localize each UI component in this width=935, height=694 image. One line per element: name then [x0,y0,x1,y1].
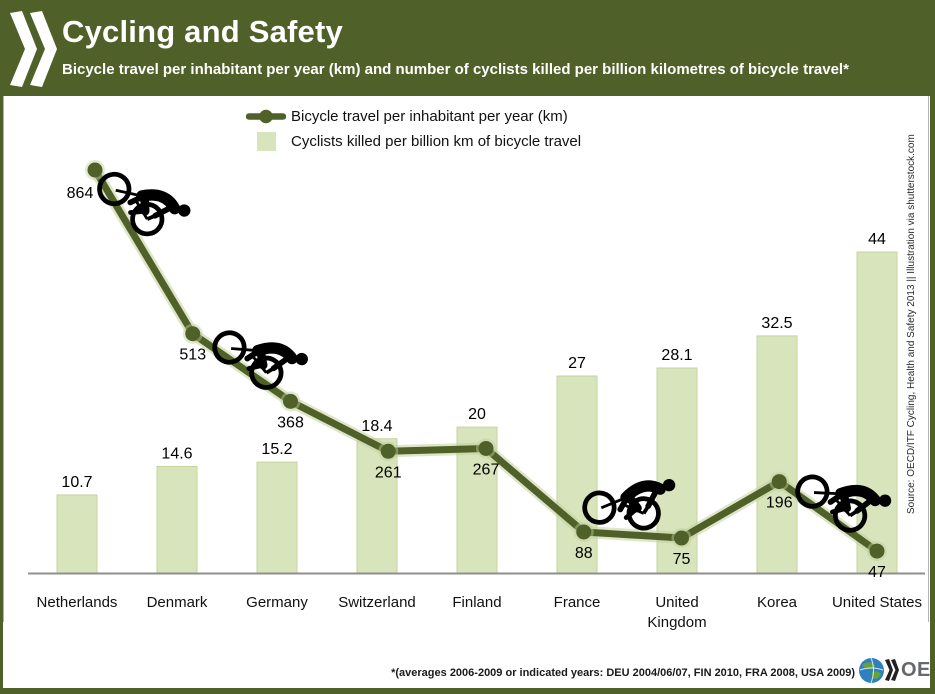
rider-head-icon [178,204,191,217]
category-label-france: France [554,594,601,611]
data-point-denmark [185,326,201,342]
frame-tube-icon [249,353,268,374]
data-point-netherlands [87,162,103,178]
cyclist-icon [212,330,308,390]
bar-korea [756,335,798,574]
data-point-switzerland [380,443,396,459]
rear-wheel-icon [795,474,830,509]
rider-arm-icon [645,487,660,510]
rider-head-icon [878,494,892,507]
bar-value-label-germany: 15.2 [261,441,292,458]
globe-icon [859,657,884,683]
frame-tube-icon [600,495,629,510]
bar-france [556,375,598,574]
footnote: *(averages 2006-2009 or indicated years:… [391,667,855,679]
data-point-korea [771,474,787,490]
data-point-united-kingdom [674,530,689,546]
data-point-finland [478,440,494,456]
line-series-marker-icon [243,107,289,126]
line-value-label-france: 88 [575,545,593,562]
category-label-netherlands: Netherlands [37,594,118,611]
line-value-label-switzerland: 261 [375,464,402,481]
cyclist-icon [97,171,191,237]
rider-head-icon [662,478,676,492]
source-note: Source: OECD/ITF Cycling, Health and Saf… [906,134,917,514]
front-fork-icon [642,505,650,515]
cyclist-icon [582,478,676,531]
page-title: Cycling and Safety [62,14,343,49]
category-label-switzerland: Switzerland [338,594,416,611]
bar-denmark [156,465,198,574]
category-label-united-states: United States [832,594,922,611]
category-label-denmark: Denmark [147,594,208,611]
chevrons-icon [885,659,899,681]
frame-border-right [930,96,935,694]
rider-head-icon [295,352,308,366]
line-value-label-united-kingdom: 75 [673,551,691,568]
cyclist-icon [795,474,892,533]
front-fork-icon [849,509,859,518]
rider-arm-icon [854,497,874,514]
bar-series-swatch-icon [243,132,289,151]
bar-value-label-korea: 32.5 [761,315,792,332]
frame-border-bottom [0,688,935,694]
rear-wheel-icon [582,490,617,525]
rider-arm-icon [152,204,174,219]
data-point-germany [283,393,298,409]
line-value-label-netherlands: 864 [67,185,94,202]
data-point-france [576,524,592,540]
frame-tube-icon [621,502,645,515]
rear-wheel-icon [212,330,247,365]
legend-item-bar: Cyclists killed per billion km of bicycl… [243,129,581,154]
rider-arm-icon [270,355,291,372]
line-value-label-united-states: 47 [868,564,886,581]
oecd-chevrons-logo [10,11,57,87]
legend-label: Bicycle travel per inhabitant per year (… [291,108,568,125]
legend-item-line: Bicycle travel per inhabitant per year (… [243,104,581,129]
line-value-label-finland: 267 [473,461,500,478]
bar-netherlands [56,494,98,574]
line-value-label-korea: 196 [766,495,793,512]
category-label-finland: Finland [452,594,501,611]
frame-tube-icon [230,347,260,353]
bar-germany [256,461,298,574]
frame-tube-icon [115,188,145,198]
data-point-united-states [869,543,885,559]
category-label-korea: Korea [757,594,798,611]
bar-value-label-denmark: 14.6 [161,445,192,462]
legend-label: Cyclists killed per billion km of bicycl… [291,133,582,150]
category-label-united-kingdom: United Kingdom [647,594,706,631]
legend: Bicycle travel per inhabitant per year (… [243,104,581,154]
front-fork-icon [146,214,156,221]
page-subtitle: Bicycle travel per inhabitant per year (… [62,61,849,78]
oecd-logo: OECD [858,653,935,687]
bar-value-label-united-kingdom: 28.1 [661,347,692,364]
bar-value-label-netherlands: 10.7 [61,474,92,491]
header: Cycling and Safety Bicycle travel per in… [0,0,935,96]
frame-tube-icon [133,197,149,220]
bar-value-label-finland: 20 [468,406,486,423]
category-label-germany: Germany [246,594,308,611]
oecd-logo-text: OECD [901,658,935,681]
bar-value-label-united-states: 44 [868,231,886,248]
front-fork-icon [265,366,275,375]
frame-border-left [0,96,3,694]
line-value-label-denmark: 513 [179,347,206,364]
bar-value-label-france: 27 [568,355,586,372]
frame-tube-icon [813,491,843,496]
bar-value-label-switzerland: 18.4 [361,418,392,435]
rear-wheel-icon [97,171,132,207]
bar-switzerland [356,438,398,574]
frame-tube-icon [833,496,852,517]
line-value-label-germany: 368 [277,414,304,431]
